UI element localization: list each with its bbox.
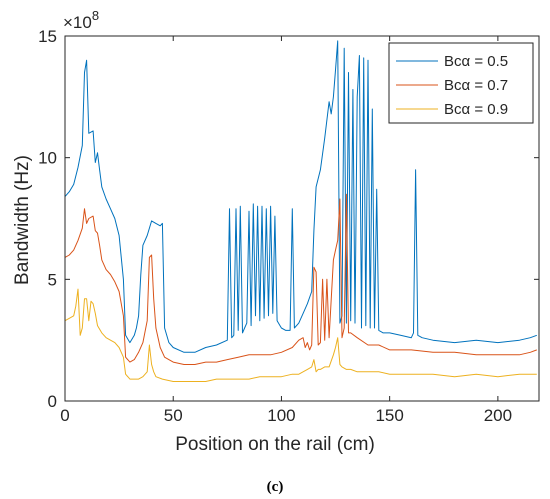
series-line-2 <box>64 288 537 382</box>
legend-label-2: Bcα = 0.9 <box>444 101 508 118</box>
legend-box <box>388 42 534 124</box>
ticks-layer: 0 50 100 150 200 0 5 10 15 <box>38 27 539 425</box>
plot-frame <box>64 35 540 402</box>
x-tick-label-4: 200 <box>484 406 512 425</box>
y-tick-label-3: 15 <box>38 27 57 46</box>
series-line-0 <box>64 40 537 353</box>
y-exponent-label: ×108 <box>63 8 99 32</box>
series-line-1 <box>64 193 537 365</box>
y-tick-label-2: 10 <box>38 149 57 168</box>
x-tick-label-2: 100 <box>267 406 295 425</box>
legend-label-1: Bcα = 0.7 <box>444 77 508 94</box>
x-tick-label-1: 50 <box>164 406 183 425</box>
panel-label: (c) <box>267 479 284 495</box>
x-tick-label-3: 150 <box>375 406 403 425</box>
y-tick-label-0: 0 <box>48 392 57 411</box>
series-layer <box>64 40 537 382</box>
x-tick-label-0: 0 <box>60 406 69 425</box>
legend-label-0: Bcα = 0.5 <box>444 53 508 70</box>
y-tick-label-1: 5 <box>48 270 57 289</box>
x-axis-label: Position on the rail (cm) <box>175 434 375 455</box>
legend: Bcα = 0.5 Bcα = 0.7 Bcα = 0.9 <box>388 42 534 124</box>
y-axis-label: Bandwidth (Hz) <box>12 155 33 285</box>
